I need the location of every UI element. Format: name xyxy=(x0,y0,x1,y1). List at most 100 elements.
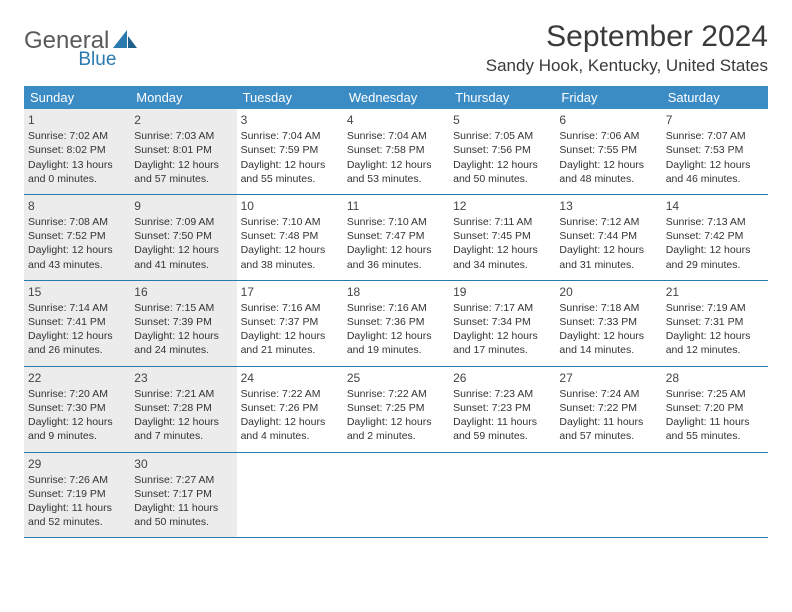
sunrise-text: Sunrise: 7:05 AM xyxy=(453,129,551,143)
day-cell: 21Sunrise: 7:19 AMSunset: 7:31 PMDayligh… xyxy=(662,281,768,366)
sunrise-text: Sunrise: 7:08 AM xyxy=(28,215,126,229)
sunset-text: Sunset: 7:53 PM xyxy=(666,143,764,157)
location-text: Sandy Hook, Kentucky, United States xyxy=(486,56,768,76)
sunset-text: Sunset: 7:52 PM xyxy=(28,229,126,243)
sunrise-text: Sunrise: 7:26 AM xyxy=(28,473,126,487)
day-cell: 20Sunrise: 7:18 AMSunset: 7:33 PMDayligh… xyxy=(555,281,661,366)
daylight-text: Daylight: 13 hours and 0 minutes. xyxy=(28,158,126,186)
sunset-text: Sunset: 7:48 PM xyxy=(241,229,339,243)
daylight-text: Daylight: 12 hours and 7 minutes. xyxy=(134,415,232,443)
day-cell: 10Sunrise: 7:10 AMSunset: 7:48 PMDayligh… xyxy=(237,195,343,280)
day-cell: 23Sunrise: 7:21 AMSunset: 7:28 PMDayligh… xyxy=(130,367,236,452)
day-number: 16 xyxy=(134,284,232,300)
weeks-container: 1Sunrise: 7:02 AMSunset: 8:02 PMDaylight… xyxy=(24,109,768,538)
day-number: 12 xyxy=(453,198,551,214)
day-cell: 16Sunrise: 7:15 AMSunset: 7:39 PMDayligh… xyxy=(130,281,236,366)
day-cell xyxy=(449,453,555,538)
sunset-text: Sunset: 7:39 PM xyxy=(134,315,232,329)
sunset-text: Sunset: 7:36 PM xyxy=(347,315,445,329)
sunset-text: Sunset: 7:19 PM xyxy=(28,487,126,501)
day-cell: 24Sunrise: 7:22 AMSunset: 7:26 PMDayligh… xyxy=(237,367,343,452)
day-cell: 15Sunrise: 7:14 AMSunset: 7:41 PMDayligh… xyxy=(24,281,130,366)
day-number: 20 xyxy=(559,284,657,300)
daylight-text: Daylight: 12 hours and 2 minutes. xyxy=(347,415,445,443)
sunrise-text: Sunrise: 7:10 AM xyxy=(241,215,339,229)
daylight-text: Daylight: 12 hours and 19 minutes. xyxy=(347,329,445,357)
day-cell: 5Sunrise: 7:05 AMSunset: 7:56 PMDaylight… xyxy=(449,109,555,194)
sunset-text: Sunset: 7:17 PM xyxy=(134,487,232,501)
day-cell: 8Sunrise: 7:08 AMSunset: 7:52 PMDaylight… xyxy=(24,195,130,280)
logo: General Blue xyxy=(24,26,139,55)
day-cell: 18Sunrise: 7:16 AMSunset: 7:36 PMDayligh… xyxy=(343,281,449,366)
daylight-text: Daylight: 12 hours and 53 minutes. xyxy=(347,158,445,186)
sunset-text: Sunset: 7:41 PM xyxy=(28,315,126,329)
dayhdr-monday: Monday xyxy=(130,86,236,109)
logo-sail-icon xyxy=(113,28,139,55)
day-number: 23 xyxy=(134,370,232,386)
dayhdr-friday: Friday xyxy=(555,86,661,109)
sunrise-text: Sunrise: 7:10 AM xyxy=(347,215,445,229)
day-number: 26 xyxy=(453,370,551,386)
sunset-text: Sunset: 7:20 PM xyxy=(666,401,764,415)
daylight-text: Daylight: 12 hours and 46 minutes. xyxy=(666,158,764,186)
day-number: 19 xyxy=(453,284,551,300)
calendar-grid: Sunday Monday Tuesday Wednesday Thursday… xyxy=(24,86,768,538)
day-number: 30 xyxy=(134,456,232,472)
daylight-text: Daylight: 12 hours and 34 minutes. xyxy=(453,243,551,271)
dayhdr-tuesday: Tuesday xyxy=(237,86,343,109)
calendar-page: General Blue September 2024 Sandy Hook, … xyxy=(0,0,792,612)
day-number: 7 xyxy=(666,112,764,128)
sunrise-text: Sunrise: 7:06 AM xyxy=(559,129,657,143)
dayhdr-sunday: Sunday xyxy=(24,86,130,109)
daylight-text: Daylight: 12 hours and 38 minutes. xyxy=(241,243,339,271)
sunset-text: Sunset: 7:55 PM xyxy=(559,143,657,157)
sunrise-text: Sunrise: 7:14 AM xyxy=(28,301,126,315)
daylight-text: Daylight: 11 hours and 57 minutes. xyxy=(559,415,657,443)
day-cell xyxy=(555,453,661,538)
sunset-text: Sunset: 7:50 PM xyxy=(134,229,232,243)
daylight-text: Daylight: 12 hours and 24 minutes. xyxy=(134,329,232,357)
sunrise-text: Sunrise: 7:20 AM xyxy=(28,387,126,401)
sunrise-text: Sunrise: 7:15 AM xyxy=(134,301,232,315)
sunrise-text: Sunrise: 7:09 AM xyxy=(134,215,232,229)
week-row: 15Sunrise: 7:14 AMSunset: 7:41 PM Dayligh… xyxy=(24,281,768,367)
day-number: 14 xyxy=(666,198,764,214)
day-number: 18 xyxy=(347,284,445,300)
day-number: 6 xyxy=(559,112,657,128)
daylight-text: Daylight: 12 hours and 41 minutes. xyxy=(134,243,232,271)
sunset-text: Sunset: 7:44 PM xyxy=(559,229,657,243)
sunrise-text: Sunrise: 7:16 AM xyxy=(241,301,339,315)
day-number: 21 xyxy=(666,284,764,300)
day-cell: 22Sunrise: 7:20 AMSunset: 7:30 PMDayligh… xyxy=(24,367,130,452)
sunrise-text: Sunrise: 7:22 AM xyxy=(347,387,445,401)
daylight-text: Daylight: 12 hours and 14 minutes. xyxy=(559,329,657,357)
sunrise-text: Sunrise: 7:22 AM xyxy=(241,387,339,401)
daylight-text: Daylight: 12 hours and 57 minutes. xyxy=(134,158,232,186)
day-number: 27 xyxy=(559,370,657,386)
daylight-text: Daylight: 11 hours and 59 minutes. xyxy=(453,415,551,443)
day-cell: 12Sunrise: 7:11 AMSunset: 7:45 PMDayligh… xyxy=(449,195,555,280)
sunrise-text: Sunrise: 7:04 AM xyxy=(347,129,445,143)
daylight-text: Daylight: 12 hours and 17 minutes. xyxy=(453,329,551,357)
sunrise-text: Sunrise: 7:24 AM xyxy=(559,387,657,401)
sunset-text: Sunset: 7:22 PM xyxy=(559,401,657,415)
sunrise-text: Sunrise: 7:23 AM xyxy=(453,387,551,401)
day-number: 29 xyxy=(28,456,126,472)
daylight-text: Daylight: 12 hours and 9 minutes. xyxy=(28,415,126,443)
daylight-text: Daylight: 12 hours and 50 minutes. xyxy=(453,158,551,186)
sunset-text: Sunset: 7:26 PM xyxy=(241,401,339,415)
daylight-text: Daylight: 11 hours and 52 minutes. xyxy=(28,501,126,529)
sunset-text: Sunset: 7:45 PM xyxy=(453,229,551,243)
sunset-text: Sunset: 7:34 PM xyxy=(453,315,551,329)
sunset-text: Sunset: 7:31 PM xyxy=(666,315,764,329)
sunset-text: Sunset: 7:37 PM xyxy=(241,315,339,329)
day-number: 11 xyxy=(347,198,445,214)
week-row: 29Sunrise: 7:26 AMSunset: 7:19 PMDayligh… xyxy=(24,453,768,539)
sunset-text: Sunset: 7:33 PM xyxy=(559,315,657,329)
sunset-text: Sunset: 8:02 PM xyxy=(28,143,126,157)
day-number: 17 xyxy=(241,284,339,300)
day-number: 2 xyxy=(134,112,232,128)
day-number: 15 xyxy=(28,284,126,300)
day-cell xyxy=(343,453,449,538)
logo-blue-text: Blue xyxy=(78,49,116,71)
